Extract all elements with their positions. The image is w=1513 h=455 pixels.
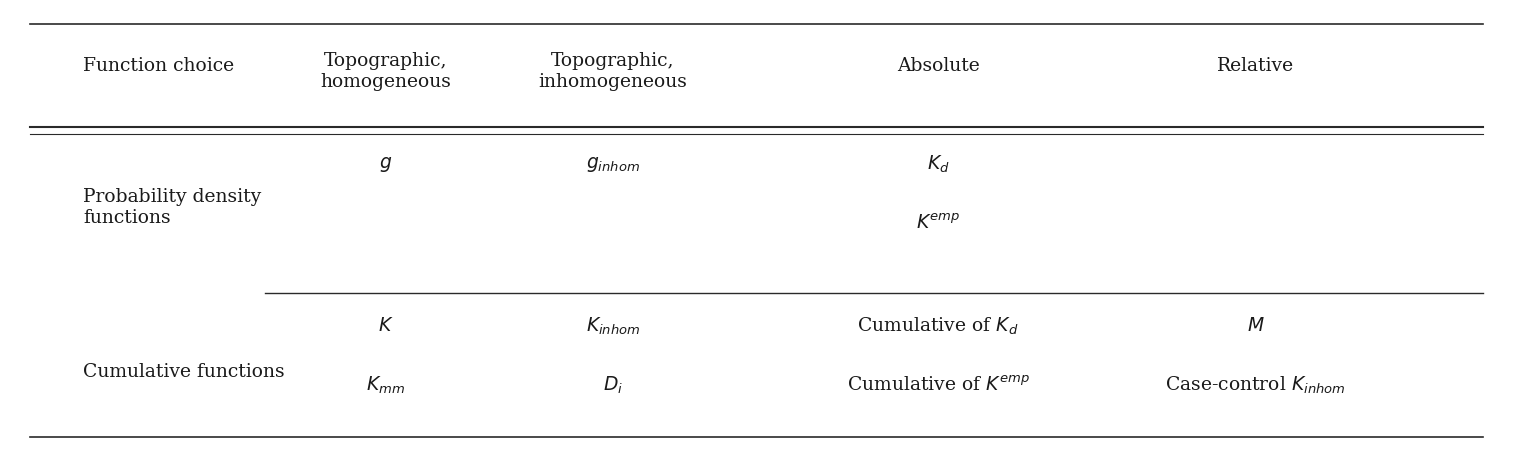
Text: $K_d$: $K_d$ [927, 153, 949, 174]
Text: Cumulative of $K_d$: Cumulative of $K_d$ [858, 315, 1018, 336]
Text: Relative: Relative [1218, 57, 1294, 75]
Text: Topographic,
inhomogeneous: Topographic, inhomogeneous [539, 52, 687, 91]
Text: $K_{mm}$: $K_{mm}$ [366, 374, 405, 395]
Text: $K^{emp}$: $K^{emp}$ [915, 213, 961, 233]
Text: Cumulative of $K^{emp}$: Cumulative of $K^{emp}$ [847, 375, 1029, 394]
Text: $M$: $M$ [1247, 316, 1265, 334]
Text: $g$: $g$ [380, 154, 392, 173]
Text: Absolute: Absolute [897, 57, 979, 75]
Text: $g_{inhom}$: $g_{inhom}$ [586, 154, 640, 173]
Text: Topographic,
homogeneous: Topographic, homogeneous [321, 52, 451, 91]
Text: Cumulative functions: Cumulative functions [83, 362, 284, 380]
Text: $K$: $K$ [378, 316, 393, 334]
Text: Probability density
functions: Probability density functions [83, 187, 262, 227]
Text: $K_{inhom}$: $K_{inhom}$ [586, 315, 640, 336]
Text: Case-control $K_{inhom}$: Case-control $K_{inhom}$ [1165, 374, 1347, 395]
Text: $D_i$: $D_i$ [602, 374, 623, 395]
Text: Function choice: Function choice [83, 57, 235, 75]
